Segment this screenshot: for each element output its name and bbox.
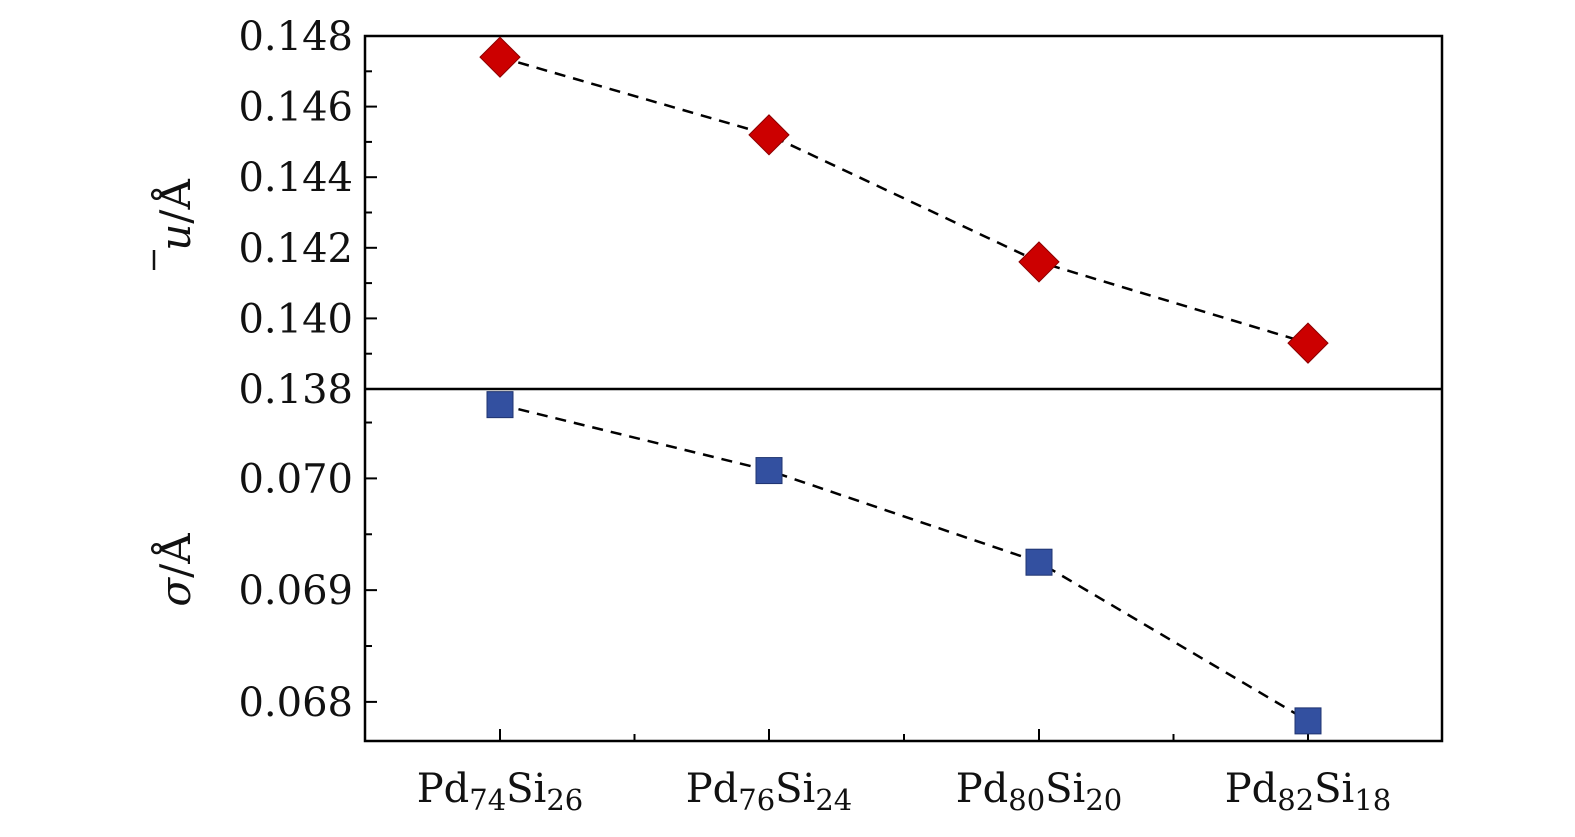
x-tick-label: Pd80Si20 [956,766,1123,817]
series-line-bottom [499,403,1309,722]
data-point-square [1294,707,1322,735]
data-point-diamond [1287,322,1329,364]
y-tick-label: 0.069 [238,568,353,614]
y-tick-label: 0.140 [238,296,353,342]
data-point-square [486,391,514,419]
y-tick-label: 0.070 [238,456,353,502]
y-tick-label: 0.068 [238,680,353,726]
y-tick-label: 0.142 [238,226,353,272]
x-tick-label: Pd76Si24 [686,766,853,817]
y-tick-label: 0.144 [238,155,353,201]
series-line-top [499,55,1309,345]
y-tick-label: 0.138 [238,367,353,413]
y-axis-label-bottom: σ/Å [150,533,200,607]
data-point-square [1025,548,1053,576]
x-tick-label: Pd82Si18 [1225,766,1392,817]
y-axis-label-top: u/Å [150,179,200,251]
x-tick-label: Pd74Si26 [417,766,584,817]
data-point-diamond [1018,241,1060,283]
data-point-diamond [748,114,790,156]
data-point-square [755,457,783,485]
data-point-diamond [479,36,521,78]
y-tick-label: 0.146 [238,85,353,131]
y-tick-label: 0.148 [238,14,353,60]
